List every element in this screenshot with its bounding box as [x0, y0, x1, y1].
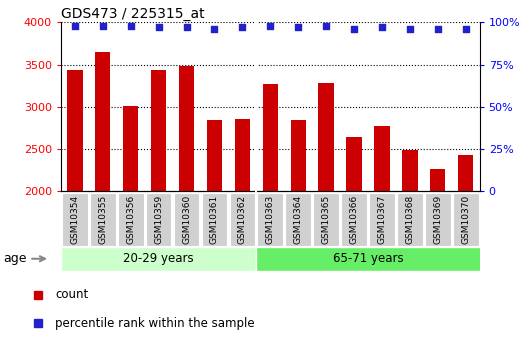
FancyBboxPatch shape: [118, 193, 144, 246]
Bar: [207, 120, 222, 345]
Text: GSM10356: GSM10356: [126, 195, 135, 244]
Point: [154, 25, 163, 30]
Point: [294, 25, 303, 30]
Text: GSM10355: GSM10355: [99, 195, 107, 244]
Text: GSM10364: GSM10364: [294, 195, 303, 244]
Bar: [402, 150, 418, 345]
Text: GSM10360: GSM10360: [182, 195, 191, 244]
FancyBboxPatch shape: [62, 193, 88, 246]
Text: GSM10367: GSM10367: [377, 195, 386, 244]
Text: GSM10362: GSM10362: [238, 195, 247, 244]
Bar: [67, 70, 83, 345]
Bar: [374, 126, 390, 345]
FancyBboxPatch shape: [313, 193, 339, 246]
Text: GSM10363: GSM10363: [266, 195, 275, 244]
Point: [210, 27, 219, 32]
Text: GSM10369: GSM10369: [434, 195, 442, 244]
FancyBboxPatch shape: [229, 193, 255, 246]
Bar: [179, 66, 194, 345]
FancyBboxPatch shape: [90, 193, 116, 246]
Bar: [347, 137, 361, 345]
Bar: [123, 106, 138, 345]
Point: [462, 27, 470, 32]
Text: count: count: [55, 288, 89, 301]
Bar: [430, 169, 445, 345]
FancyBboxPatch shape: [285, 193, 311, 246]
Point: [378, 25, 386, 30]
Point: [99, 23, 107, 29]
Text: 20-29 years: 20-29 years: [123, 252, 194, 265]
Text: GDS473 / 225315_at: GDS473 / 225315_at: [61, 7, 205, 21]
FancyBboxPatch shape: [258, 193, 283, 246]
Text: GSM10365: GSM10365: [322, 195, 331, 244]
Point: [322, 23, 330, 29]
Text: GSM10370: GSM10370: [461, 195, 470, 244]
FancyBboxPatch shape: [257, 247, 493, 271]
Text: GSM10354: GSM10354: [70, 195, 80, 244]
Text: percentile rank within the sample: percentile rank within the sample: [55, 316, 255, 329]
Point: [266, 23, 275, 29]
FancyBboxPatch shape: [369, 193, 395, 246]
FancyBboxPatch shape: [397, 193, 423, 246]
FancyBboxPatch shape: [146, 193, 172, 246]
Point: [434, 27, 442, 32]
Point: [238, 25, 246, 30]
Bar: [458, 155, 473, 345]
Point: [405, 27, 414, 32]
Point: [350, 27, 358, 32]
Point: [182, 25, 191, 30]
Text: GSM10368: GSM10368: [405, 195, 414, 244]
FancyBboxPatch shape: [61, 247, 257, 271]
Bar: [95, 52, 110, 345]
FancyBboxPatch shape: [425, 193, 450, 246]
Bar: [319, 83, 334, 345]
Point: [127, 23, 135, 29]
Text: age: age: [3, 252, 45, 265]
Text: 65-71 years: 65-71 years: [333, 252, 403, 265]
Bar: [290, 120, 306, 345]
FancyBboxPatch shape: [174, 193, 199, 246]
FancyBboxPatch shape: [341, 193, 367, 246]
Point: [70, 23, 79, 29]
FancyBboxPatch shape: [201, 193, 227, 246]
FancyBboxPatch shape: [453, 193, 479, 246]
Text: GSM10361: GSM10361: [210, 195, 219, 244]
Text: GSM10359: GSM10359: [154, 195, 163, 244]
Bar: [151, 70, 166, 345]
Bar: [263, 84, 278, 345]
Text: GSM10366: GSM10366: [350, 195, 358, 244]
Bar: [235, 119, 250, 345]
